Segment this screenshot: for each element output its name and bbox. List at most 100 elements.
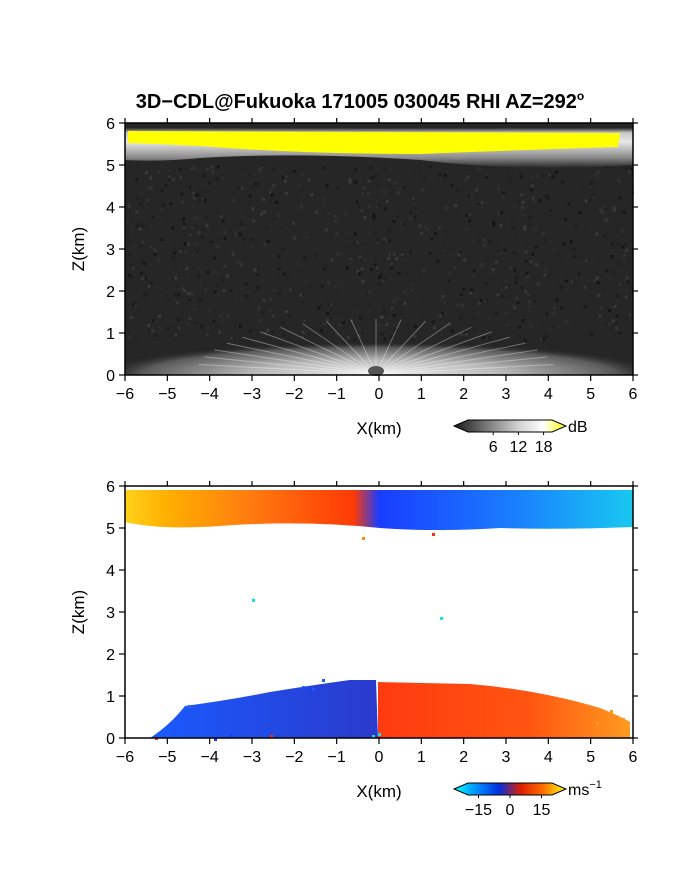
noise-cell	[138, 227, 142, 231]
noise-cell	[612, 206, 616, 210]
noise-cell	[288, 288, 292, 292]
noise-cell	[388, 252, 392, 256]
noise-cell	[436, 259, 440, 263]
noise-cell	[152, 229, 156, 233]
noise-cell	[239, 298, 243, 302]
velocity-cell	[302, 686, 305, 689]
noise-cell	[465, 227, 469, 231]
noise-cell	[468, 219, 472, 223]
noise-cell	[198, 198, 202, 202]
noise-cell	[302, 199, 306, 203]
noise-cell	[519, 175, 523, 179]
noise-cell	[310, 179, 314, 183]
noise-cell	[613, 304, 617, 308]
y-tick-label: 1	[106, 326, 115, 343]
noise-cell	[252, 235, 256, 239]
noise-cell	[288, 314, 292, 318]
noise-cell	[170, 277, 174, 281]
noise-cell	[574, 293, 578, 297]
noise-cell	[130, 297, 134, 301]
noise-cell	[484, 281, 488, 285]
noise-cell	[422, 269, 426, 273]
noise-cell	[553, 247, 557, 251]
noise-cell	[301, 300, 305, 304]
noise-cell	[369, 267, 373, 271]
x-axis-label: X(km)	[356, 782, 401, 801]
noise-cell	[467, 228, 471, 232]
noise-cell	[447, 200, 451, 204]
noise-cell	[131, 266, 135, 270]
noise-cell	[531, 174, 535, 178]
noise-cell	[159, 220, 163, 224]
noise-cell	[544, 269, 548, 273]
noise-cell	[182, 222, 186, 226]
noise-cell	[531, 226, 535, 230]
velocity-cell	[312, 688, 315, 691]
noise-cell	[514, 297, 518, 301]
noise-cell	[154, 333, 158, 337]
noise-cell	[520, 205, 524, 209]
x-tick-label: 1	[417, 386, 426, 403]
noise-cell	[377, 282, 381, 286]
noise-cell	[508, 176, 512, 180]
noise-cell	[363, 216, 367, 220]
noise-cell	[617, 179, 621, 183]
noise-cell	[527, 305, 531, 309]
noise-cell	[479, 241, 483, 245]
noise-cell	[389, 262, 393, 266]
noise-cell	[196, 296, 200, 300]
noise-cell	[383, 237, 387, 241]
noise-cell	[302, 256, 306, 260]
noise-cell	[372, 213, 376, 217]
noise-cell	[210, 165, 214, 169]
x-tick-label: 6	[629, 749, 638, 766]
x-tick-label: 2	[459, 386, 468, 403]
noise-cell	[195, 249, 199, 253]
noise-cell	[608, 221, 612, 225]
noise-cell	[581, 261, 585, 265]
noise-cell	[127, 204, 131, 208]
colorbar-scale	[452, 419, 568, 433]
noise-cell	[383, 178, 387, 182]
noise-cell	[141, 240, 145, 244]
noise-cell	[214, 282, 218, 286]
noise-cell	[349, 257, 353, 261]
x-tick-label: −1	[328, 749, 346, 766]
noise-cell	[616, 229, 620, 233]
velocity-cell	[622, 718, 625, 721]
noise-cell	[273, 288, 277, 292]
noise-cell	[443, 300, 447, 304]
noise-cell	[588, 185, 592, 189]
noise-cell	[424, 225, 428, 229]
noise-cell	[374, 205, 378, 209]
noise-cell	[600, 210, 604, 214]
noise-cell	[284, 310, 288, 314]
noise-cell	[494, 260, 498, 264]
noise-cell	[480, 262, 484, 266]
noise-cell	[497, 250, 501, 254]
noise-cell	[258, 181, 262, 185]
noise-cell	[250, 238, 254, 242]
noise-cell	[600, 306, 604, 310]
noise-cell	[364, 258, 368, 262]
noise-cell	[563, 217, 567, 221]
y-tick-label: 5	[106, 521, 115, 538]
noise-cell	[503, 277, 507, 281]
noise-cell	[129, 269, 133, 273]
noise-cell	[420, 231, 424, 235]
noise-cell	[505, 301, 509, 305]
noise-cell	[441, 180, 445, 184]
noise-cell	[187, 298, 191, 302]
ray	[375, 319, 402, 375]
noise-cell	[255, 273, 259, 277]
noise-cell	[527, 300, 531, 304]
noise-cell	[413, 216, 417, 220]
noise-cell	[234, 300, 238, 304]
noise-cell	[477, 202, 481, 206]
noise-cell	[280, 225, 284, 229]
noise-cell	[566, 320, 570, 324]
noise-cell	[216, 165, 220, 169]
noise-cell	[579, 254, 583, 258]
noise-cell	[523, 225, 527, 229]
noise-cell	[188, 233, 192, 237]
